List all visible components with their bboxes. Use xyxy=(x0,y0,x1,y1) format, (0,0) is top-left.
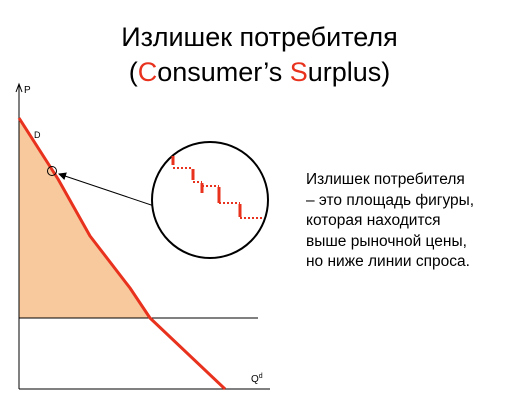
subtitle-consumers: onsumer’s xyxy=(157,57,290,87)
demand-curve-label: D xyxy=(34,130,41,140)
x-axis-label: Qd xyxy=(251,373,263,385)
subtitle-letter-s: S xyxy=(289,57,308,87)
definition-line: Излишек потребителя xyxy=(306,171,465,188)
zoom-point-marker xyxy=(47,166,57,176)
definition-line: которая находится xyxy=(306,212,441,229)
y-axis-arrow-icon xyxy=(15,82,23,93)
x-axis-label-sup: d xyxy=(259,373,263,380)
x-axis-label-q: Q xyxy=(251,374,259,385)
magnified-detail-circle xyxy=(151,141,269,259)
y-axis-label: P xyxy=(24,85,31,96)
slide-subtitle: (Consumer’s Surplus) xyxy=(0,57,519,87)
definition-line: но ниже линии спроса. xyxy=(306,253,470,270)
consumer-surplus-definition: Излишек потребителя – это площадь фигуры… xyxy=(306,170,511,273)
definition-line: – это площадь фигуры, xyxy=(306,191,475,209)
consumer-surplus-area xyxy=(19,118,150,318)
slide-title: Излишек потребителя xyxy=(121,22,398,52)
magnified-step-detail xyxy=(171,156,262,219)
demand-curve xyxy=(17,117,227,391)
definition-line: выше рыночной цены, xyxy=(306,232,467,250)
subtitle-letter-c: C xyxy=(137,57,158,87)
subtitle-urplus: urplus) xyxy=(307,57,391,87)
subtitle-open-paren: ( xyxy=(128,57,138,87)
